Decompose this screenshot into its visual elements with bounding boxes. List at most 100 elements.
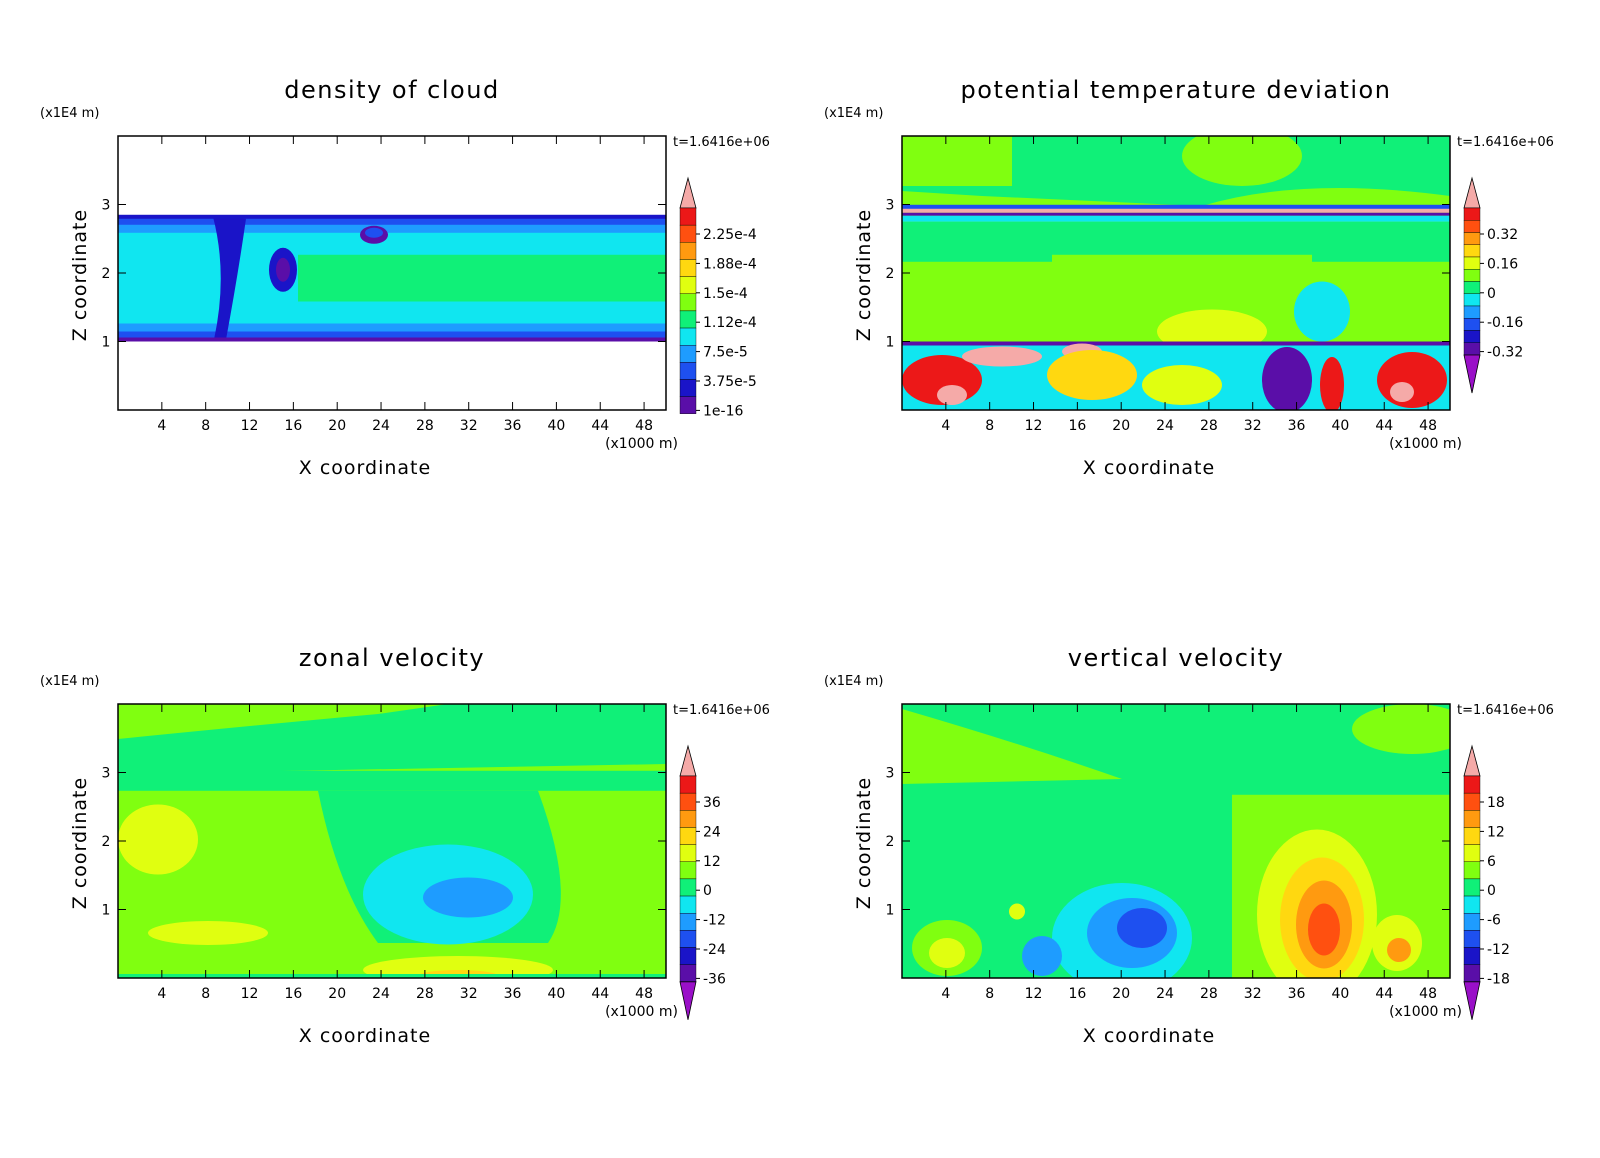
contour-blob: [363, 956, 553, 978]
x-tick-label: 28: [1200, 986, 1218, 1002]
x-tick-label: 48: [635, 418, 653, 434]
colorbar-swatch: [679, 242, 697, 260]
colorbar-label: 7.5e-5: [703, 345, 748, 361]
colorbar-swatch: [1463, 330, 1481, 343]
x-tick-label: 24: [1156, 986, 1174, 1002]
x-tick-label: 32: [460, 986, 478, 1002]
colorbar-swatch: [679, 810, 697, 828]
contour-blob: [148, 921, 268, 945]
chart-title: density of cloud: [284, 76, 499, 104]
z-tick-label: 2: [102, 834, 111, 850]
colorbar-label: 6: [1487, 854, 1496, 870]
colorbar-swatch: [679, 379, 697, 397]
colorbar-swatch: [1463, 293, 1481, 307]
x-tick-label: 20: [1112, 986, 1130, 1002]
colorbar-swatch: [1463, 318, 1481, 331]
z-tick-label: 3: [102, 766, 111, 782]
x-tick-label: 40: [547, 418, 565, 434]
x-tick-label: 4: [941, 986, 950, 1002]
x-tick-label: 16: [1068, 986, 1086, 1002]
x-tick-label: 20: [328, 986, 346, 1002]
x-axis-label: X coordinate: [299, 457, 431, 479]
x-unit-label: (x1000 m): [1389, 1004, 1462, 1020]
colorbar-bottom-triangle: [1463, 981, 1481, 1020]
colorbar: [679, 176, 697, 414]
x-axis-label: X coordinate: [1083, 457, 1215, 479]
x-tick-label: 36: [504, 986, 522, 1002]
colorbar-swatch: [679, 310, 697, 329]
contour-band: [118, 974, 666, 978]
contour-field: [902, 136, 1450, 410]
x-tick-label: 28: [1200, 418, 1218, 434]
contour-band: [902, 215, 1450, 222]
z-unit-label: (x1E4 m): [40, 106, 99, 121]
colorbar-swatch: [1463, 895, 1481, 914]
colorbar-swatch: [679, 878, 697, 897]
x-tick-label: 12: [1025, 418, 1043, 434]
colorbar-swatch: [679, 327, 697, 346]
contour-field: [118, 136, 666, 410]
y-axis-label: Z coordinate: [853, 777, 875, 909]
x-tick-label: 4: [157, 986, 166, 1002]
colorbar-swatch: [1463, 930, 1481, 948]
upper-region: [118, 704, 666, 774]
colorbar-swatch: [1463, 775, 1481, 794]
colorbar-swatch: [1463, 913, 1481, 931]
colorbar-label: 12: [703, 854, 721, 870]
x-tick-label: 16: [284, 418, 302, 434]
contour-blob: [962, 346, 1042, 367]
colorbar-swatch: [1463, 861, 1481, 880]
x-tick-label: 44: [591, 986, 609, 1002]
colorbar-swatch: [679, 792, 697, 811]
z-tick-label: 3: [886, 766, 895, 782]
contour-blob: [1022, 936, 1062, 976]
x-tick-label: 48: [635, 986, 653, 1002]
colorbar-swatch: [1463, 220, 1481, 233]
x-tick-label: 12: [241, 986, 259, 1002]
colorbar-top-triangle: [679, 744, 697, 777]
x-tick-label: 32: [1244, 986, 1262, 1002]
colorbar-label: 36: [703, 795, 721, 811]
colorbar-swatch: [679, 827, 697, 845]
x-tick-label: 32: [1244, 418, 1262, 434]
colorbar-label: 2.25e-4: [703, 227, 757, 243]
y-axis-label: Z coordinate: [69, 777, 91, 909]
contour-band: [1052, 254, 1312, 315]
colorbar-swatch: [679, 224, 697, 243]
time-label: t=1.6416e+06: [1457, 703, 1554, 718]
colorbar-swatch: [679, 362, 697, 380]
colorbar-swatch: [679, 913, 697, 931]
negative-jet-core: [423, 877, 513, 918]
colorbar: [1463, 744, 1481, 1020]
upper-region: [902, 136, 1450, 206]
colorbar-swatch: [1463, 792, 1481, 811]
colorbar-swatch: [1463, 256, 1481, 270]
updraft-column: [213, 216, 246, 340]
upper-region: [902, 709, 1122, 784]
x-tick-label: 12: [241, 418, 259, 434]
x-tick-label: 36: [1288, 418, 1306, 434]
colorbar-swatch: [679, 895, 697, 914]
chart-panel-3: zonal velocity(x1E4 m)t=1.6416e+064 8 12 16…: [40, 644, 770, 1047]
x-tick-label: 32: [460, 418, 478, 434]
x-axis-label: X coordinate: [299, 1025, 431, 1047]
colorbar-swatch: [1463, 281, 1481, 294]
contour-field: [118, 704, 666, 978]
z-tick-label: 1: [886, 903, 895, 919]
colorbar-label: 0.32: [1487, 227, 1518, 243]
z-tick-label: 2: [102, 266, 111, 282]
z-tick-label: 3: [102, 198, 111, 214]
z-tick-label: 1: [102, 903, 111, 919]
chart-title: zonal velocity: [299, 644, 485, 672]
contour-blob: [276, 257, 290, 282]
z-tick-label: 1: [886, 335, 895, 351]
x-unit-label: (x1000 m): [605, 436, 678, 452]
contour-band: [118, 770, 666, 791]
x-tick-label: 16: [1068, 418, 1086, 434]
colorbar-label: 0: [1487, 286, 1496, 302]
x-tick-label: 24: [372, 986, 390, 1002]
colorbar: [1463, 176, 1481, 394]
contour-blob: [937, 385, 967, 405]
colorbar-label: 24: [703, 824, 721, 840]
colorbar-label: 0: [703, 883, 712, 899]
